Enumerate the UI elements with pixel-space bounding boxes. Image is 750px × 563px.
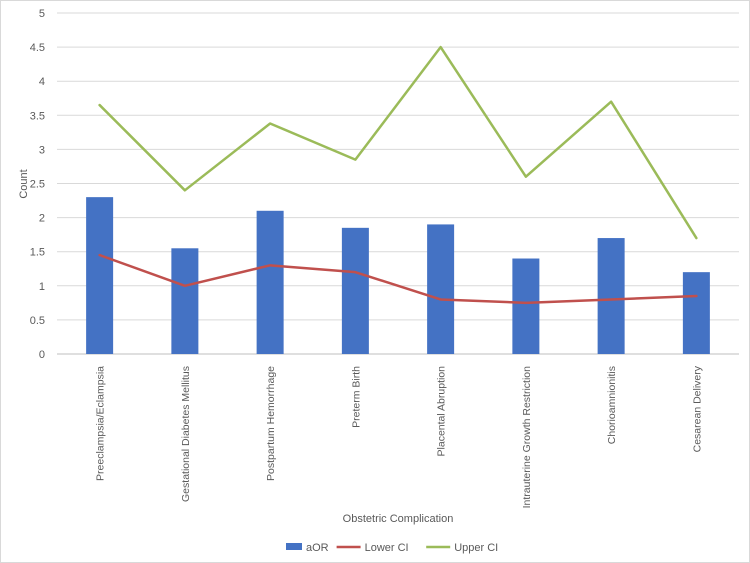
line-lower-ci [98,253,698,305]
y-tick-label: 1 [39,281,45,293]
lines [98,45,698,305]
y-tick-label: 5 [39,8,45,20]
y-tick-label: 4 [39,76,45,88]
y-tick-label: 4.5 [30,42,45,54]
x-category-label: Preterm Birth [350,366,362,428]
y-tick-label: 0.5 [30,315,45,327]
y-tick-label: 2.5 [30,179,45,191]
bar-aor [86,197,114,354]
y-tick-label: 0 [39,349,45,361]
x-category-label: Intrauterine Growth Restriction [521,366,533,509]
bar-aor [682,272,710,354]
x-category-label: Gestational Diabetes Mellitus [180,366,192,502]
legend-label: aOR [306,542,329,554]
legend-swatch [286,543,302,550]
legend-label: Upper CI [454,542,498,554]
x-category-label: Postpartum Hemorrhage [265,366,277,481]
line-upper-ci [98,45,698,240]
y-tick-label: 3.5 [30,110,45,122]
bar-aor [256,210,284,354]
legend: aOR Lower CI Upper CI [286,542,498,554]
bar-aor [341,227,369,354]
y-tick-label: 2 [39,213,45,225]
y-tick-label: 1.5 [30,247,45,259]
bar-aor [171,248,199,354]
gridlines [57,12,739,355]
y-axis-ticks: 0 0.5 1 1.5 2 2.5 3 3.5 4 4.5 5 [30,8,45,361]
bars [86,197,710,354]
x-category-label: Cesarean Delivery [691,365,703,452]
x-category-label: Placental Abruption [436,366,448,457]
x-category-label: Preeclampsia/Eclampsia [95,366,107,481]
bar-aor [597,238,625,354]
bar-aor [512,258,540,354]
x-axis-title: Obstetric Complication [343,513,454,525]
y-tick-label: 3 [39,144,45,156]
legend-label: Lower CI [365,542,409,554]
bar-aor [427,224,455,354]
x-category-label: Chorioamnionitis [606,366,618,444]
y-axis-title: Count [18,169,30,198]
x-axis-categories: Preeclampsia/Eclampsia Gestational Diabet… [95,365,704,508]
